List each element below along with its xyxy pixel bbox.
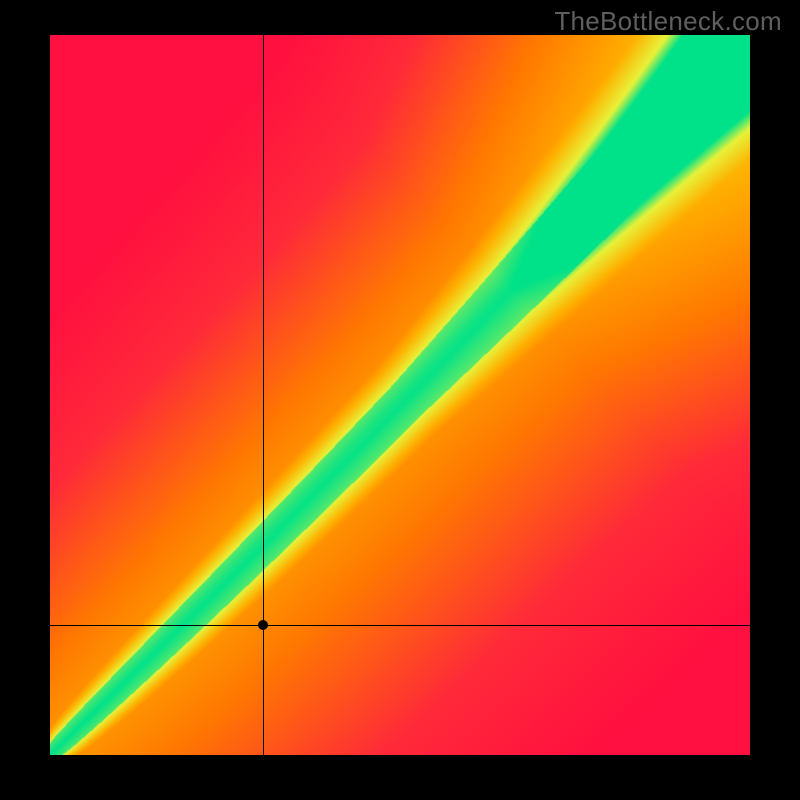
heatmap-canvas bbox=[50, 35, 750, 755]
watermark-text: TheBottleneck.com bbox=[554, 6, 782, 37]
chart-outer: TheBottleneck.com bbox=[0, 0, 800, 800]
plot-frame bbox=[50, 35, 750, 755]
